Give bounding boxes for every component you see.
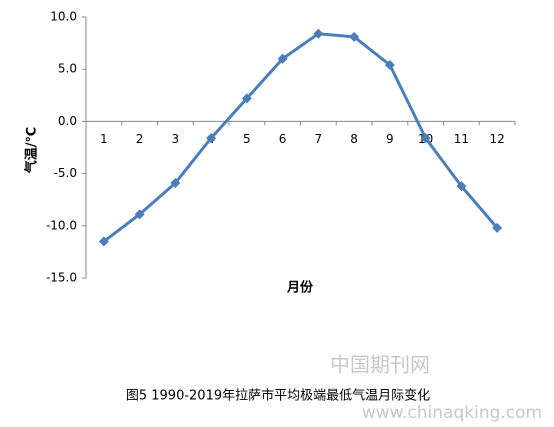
marker	[98, 236, 109, 247]
y-tick-label: -10.0	[46, 218, 77, 232]
marker	[170, 177, 181, 188]
y-tick-label: -5.0	[54, 166, 77, 180]
marker	[277, 53, 288, 64]
marker	[420, 133, 431, 144]
marker	[313, 28, 324, 39]
x-tick-label: 2	[136, 132, 144, 146]
marker	[456, 181, 467, 192]
y-tick-label: 0.0	[58, 114, 77, 128]
x-tick-label: 5	[243, 132, 251, 146]
y-axis-title: 气温/℃	[24, 127, 40, 174]
line	[102, 32, 499, 243]
marker	[241, 93, 252, 104]
x-tick-label: 6	[279, 132, 287, 146]
y-tick-label: -15.0	[46, 271, 77, 285]
marker	[206, 133, 217, 144]
watermark: 中国期刊网	[330, 353, 430, 377]
x-tick-label: 12	[489, 132, 504, 146]
x-tick-label: 8	[350, 132, 358, 146]
x-tick-label: 7	[315, 132, 323, 146]
x-tick-label: 1	[100, 132, 108, 146]
marker	[492, 222, 503, 233]
x-tick-label: 3	[172, 132, 180, 146]
marker	[349, 31, 360, 42]
marker	[384, 60, 395, 71]
watermark-url: www.chinaqking.com	[362, 403, 542, 423]
caption: 图5 1990-2019年拉萨市平均极端最低气温月际变化	[126, 388, 430, 404]
marker	[134, 209, 145, 220]
x-axis-title: 月份	[286, 280, 314, 296]
x-tick-label: 9	[386, 132, 394, 146]
x-tick-label: 11	[454, 132, 469, 146]
y-tick-label: 5.0	[58, 62, 77, 76]
y-tick-label: 10.0	[50, 10, 77, 24]
